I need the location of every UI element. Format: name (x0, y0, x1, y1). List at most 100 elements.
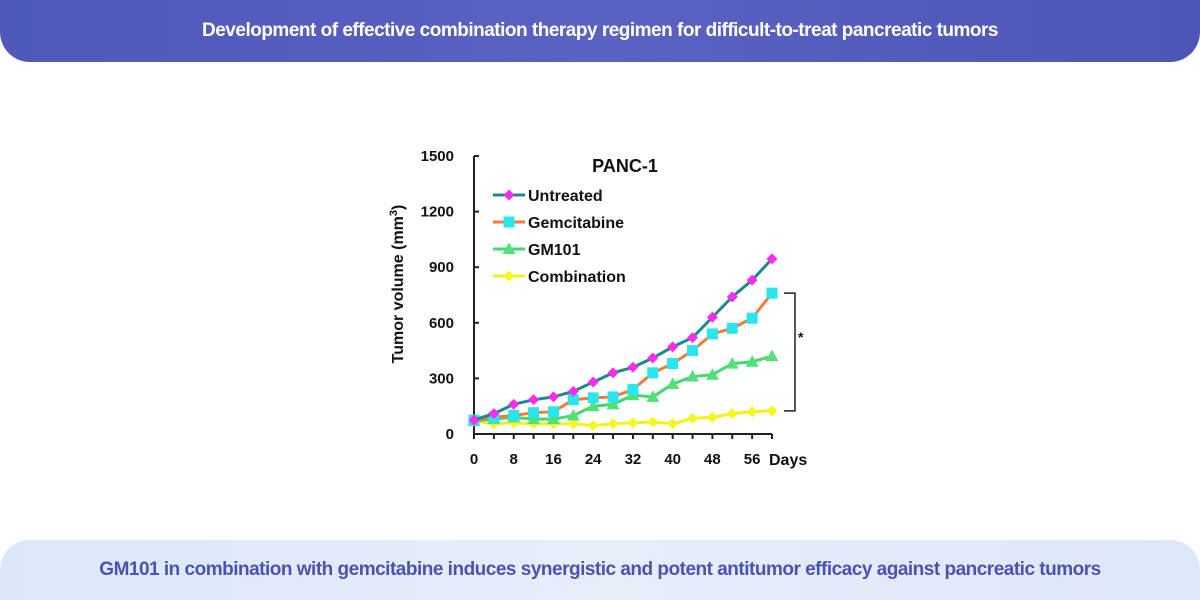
y-tick-label: 0 (446, 426, 454, 443)
data-point (687, 345, 699, 357)
data-point (527, 412, 541, 425)
y-axis-label: Tumor volume (mm3) (388, 205, 407, 364)
legend-label: Combination (528, 269, 626, 286)
data-point (566, 408, 580, 421)
data-point (706, 328, 718, 340)
series-line (473, 354, 773, 423)
data-point (687, 332, 699, 344)
x-tick-label: 16 (545, 451, 562, 468)
data-point (726, 408, 738, 420)
y-tick-label: 1200 (421, 204, 454, 221)
data-point (607, 391, 619, 403)
data-point (607, 367, 619, 379)
legend-entry: Combination (493, 269, 626, 286)
legend-swatch-marker (502, 242, 516, 254)
legend-swatch-marker (503, 216, 515, 228)
data-point (508, 409, 520, 421)
data-point (706, 411, 718, 423)
y-axis-label-sup: 3 (388, 210, 400, 216)
legend-swatch-marker (503, 270, 515, 282)
x-tick-label: 32 (625, 451, 642, 468)
data-point (488, 408, 500, 420)
y-tick-label: 1500 (421, 148, 454, 165)
data-point (765, 349, 779, 362)
footer-caption: GM101 in combination with gemcitabine in… (99, 559, 1101, 580)
data-point (766, 287, 778, 299)
legend-label: Gemcitabine (528, 215, 624, 232)
data-point (567, 418, 579, 430)
data-point (546, 412, 560, 425)
y-axis-label-main: Tumor volume (mm (390, 216, 407, 363)
data-point (746, 274, 758, 286)
data-point (627, 417, 639, 429)
data-point (687, 412, 699, 424)
data-point (607, 418, 619, 430)
data-point (726, 291, 738, 303)
legend-label: GM101 (528, 242, 581, 259)
page-title: Development of effective combination the… (202, 20, 998, 41)
y-tick-label: 600 (429, 315, 454, 332)
legend-entry: Untreated (493, 188, 603, 205)
chart-title: PANC-1 (592, 156, 658, 176)
data-point (647, 352, 659, 364)
data-point (766, 405, 778, 417)
data-point (686, 370, 700, 382)
data-point (567, 385, 579, 397)
significance-bracket: * (784, 292, 804, 412)
legend-entry: GM101 (493, 242, 581, 259)
legend-entry: Gemcitabine (493, 215, 624, 232)
x-tick-label: 8 (510, 451, 518, 468)
data-point (627, 384, 639, 396)
data-point (567, 394, 579, 406)
series-line (473, 257, 774, 422)
series-gemcitabine (468, 287, 778, 426)
x-tick-label: 56 (744, 451, 761, 468)
x-tick-label: 0 (470, 451, 478, 468)
chart-axes: 0 300 600 900 1200 1500 0 8 16 24 32 40 48 56 (421, 148, 773, 468)
data-point (468, 414, 480, 426)
data-point (587, 376, 599, 388)
series-line (473, 292, 774, 422)
data-point (587, 420, 599, 432)
y-tick-label: 300 (429, 370, 454, 387)
data-point (586, 399, 600, 412)
data-point (745, 355, 759, 367)
header-banner: Development of effective combination the… (0, 0, 1200, 62)
series-untreated (468, 253, 778, 426)
data-point (706, 311, 718, 323)
data-point (647, 416, 659, 428)
y-tick-label: 900 (429, 259, 454, 276)
data-point (725, 357, 739, 369)
legend-label: Untreated (528, 188, 603, 205)
data-point (766, 253, 778, 265)
data-point (726, 322, 738, 334)
legend-swatch-marker (503, 189, 515, 201)
data-point (667, 341, 679, 353)
data-point (587, 392, 599, 404)
x-tick-label: 48 (704, 451, 721, 468)
data-point (647, 367, 659, 379)
data-point (547, 391, 559, 403)
data-point (627, 361, 639, 373)
series-line (473, 409, 773, 428)
data-point (528, 407, 540, 419)
x-tick-label: 24 (585, 451, 602, 468)
significance-star: * (798, 329, 804, 345)
data-point (646, 390, 660, 402)
x-tick-label: 40 (664, 451, 681, 468)
data-point (746, 406, 758, 418)
data-point (547, 406, 559, 418)
data-point (666, 377, 680, 389)
data-point (667, 418, 679, 430)
data-point (606, 397, 620, 410)
data-point (528, 394, 540, 406)
data-point (746, 312, 758, 324)
y-axis-label-close: ) (390, 205, 407, 210)
chart-legend: Untreated Gemcitabine GM101 Combination (493, 188, 626, 286)
chart-series (467, 253, 779, 432)
bracket-line (784, 292, 796, 412)
x-axis-label: Days (769, 452, 807, 469)
data-point (667, 358, 679, 370)
data-point (508, 398, 520, 410)
